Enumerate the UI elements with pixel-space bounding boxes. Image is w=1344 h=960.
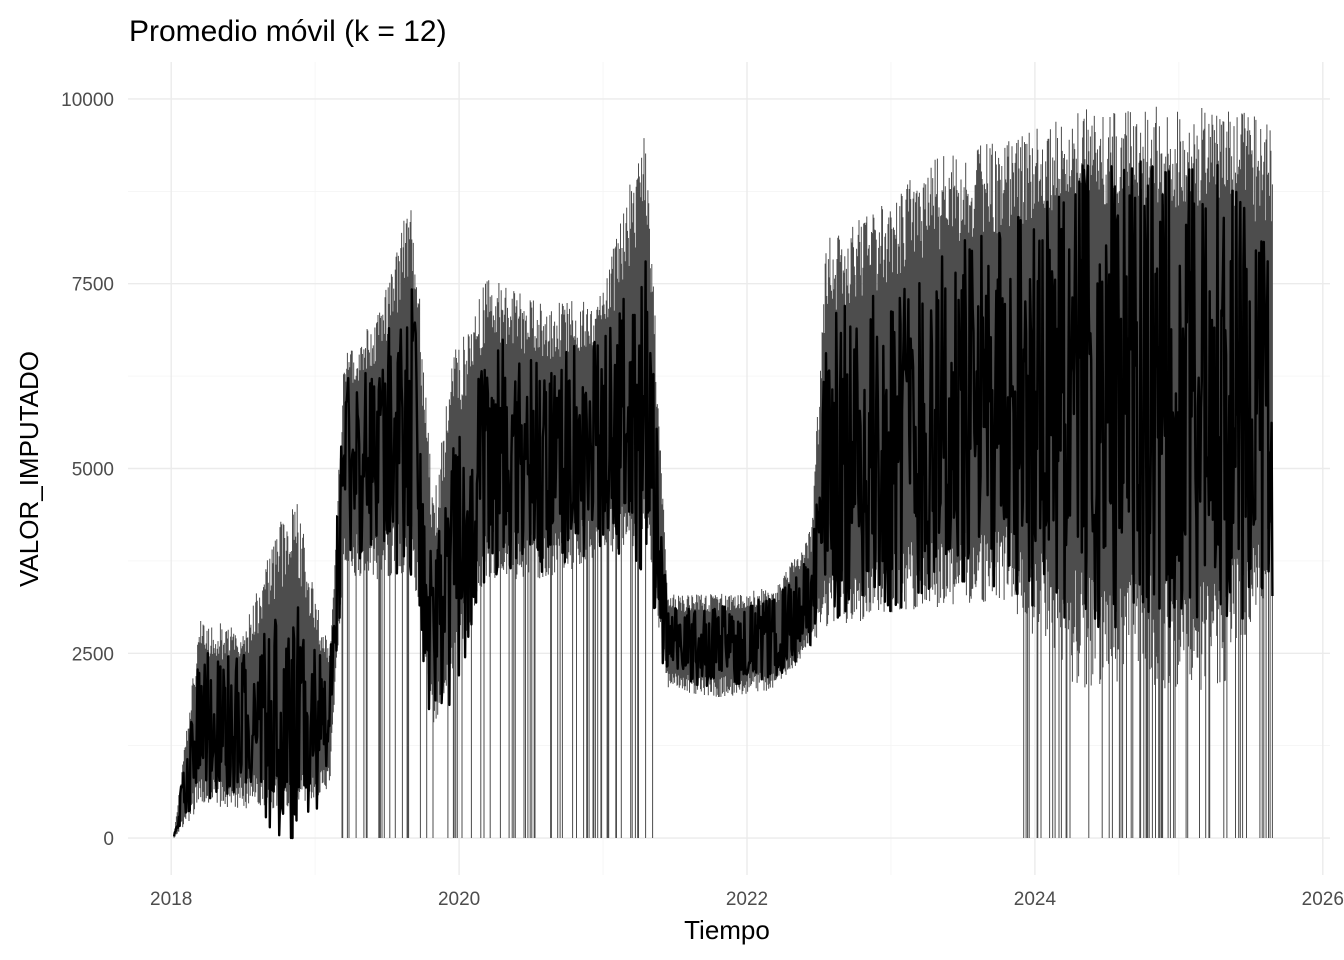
y-tick-label: 2500 [72,644,114,665]
y-tick-label: 10000 [61,90,114,111]
y-tick-label: 5000 [72,460,114,481]
x-axis-title: Tiempo [684,915,770,945]
x-tick-label: 2018 [150,889,192,910]
moving-average-line [172,160,1274,840]
x-tick-label: 2020 [438,889,480,910]
series-line [172,160,1274,840]
y-axis-ticks: 0 2500 5000 7500 10000 [61,90,114,850]
x-tick-label: 2024 [1014,889,1057,910]
series-envelope [173,106,1273,838]
y-axis-title: VALOR_IMPUTADO [14,351,44,587]
y-tick-label: 7500 [72,275,114,296]
x-axis-ticks: 2018 2020 2022 2024 2026 [150,889,1344,910]
x-tick-label: 2022 [726,889,768,910]
x-tick-label: 2026 [1302,889,1344,910]
y-tick-label: 0 [103,829,114,850]
series-spikes [173,106,1273,838]
chart-title: Promedio móvil (k = 12) [129,15,447,48]
major-gridlines [128,62,1330,875]
